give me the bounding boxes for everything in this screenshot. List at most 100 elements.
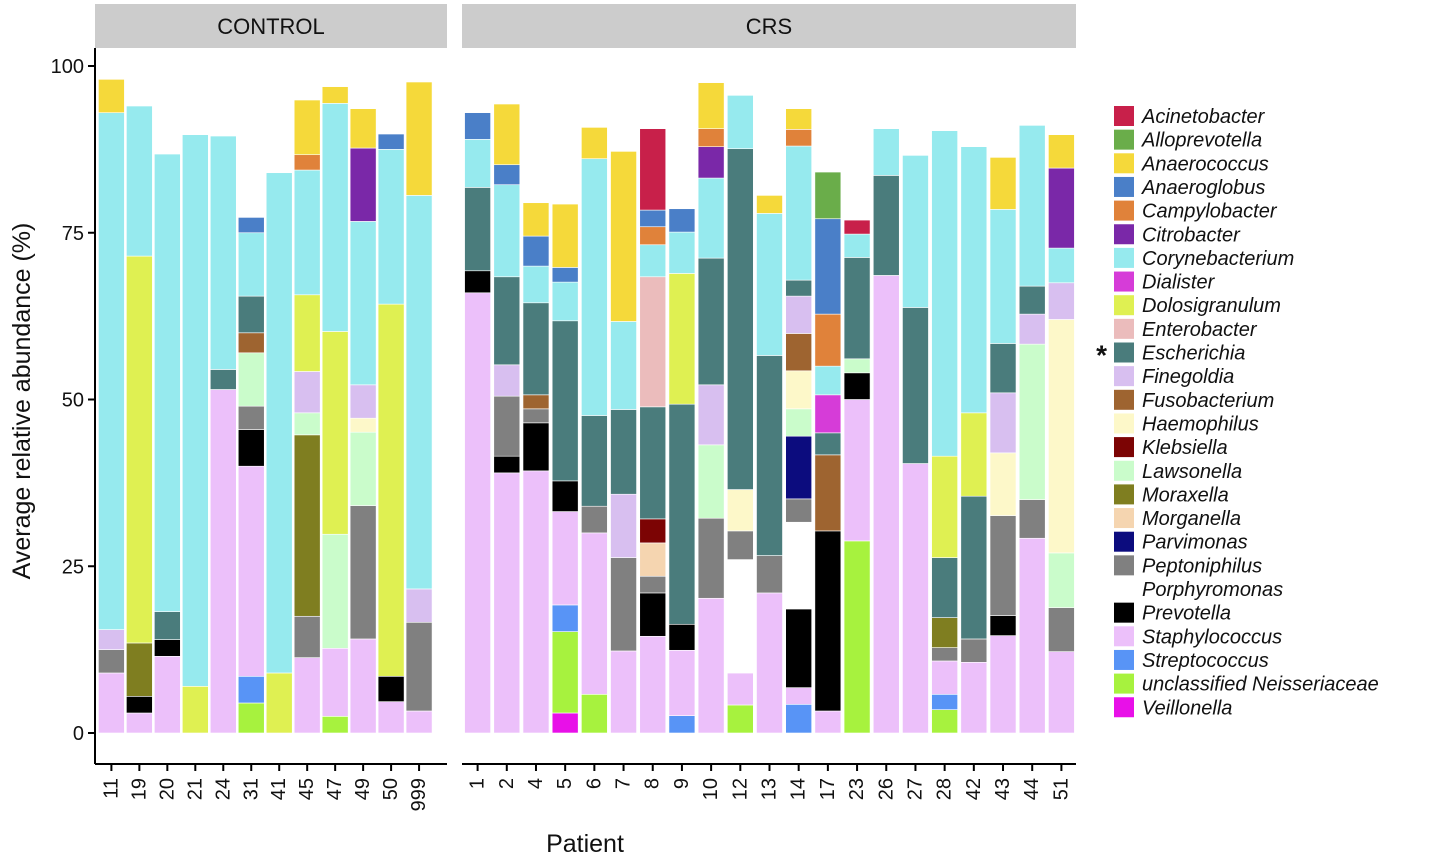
bar-segment-finegoldia: [493, 364, 521, 397]
bar-segment-corynebacterium: [464, 139, 491, 188]
bar-segment-escherichia: [551, 320, 579, 482]
legend-label: Corynebacterium: [1142, 248, 1294, 270]
bar-segment-fusobacterium: [785, 333, 812, 372]
bar-segment-anaerococcus: [1048, 134, 1075, 169]
bar-segment-prevotella: [843, 372, 871, 400]
bar-segment-staphylococcus: [551, 511, 579, 606]
bar-segment-finegoldia: [405, 588, 433, 623]
legend-swatch: [1114, 200, 1134, 221]
bar-segment-escherichia: [697, 257, 725, 386]
legend-item-morganella: Morganella: [1114, 508, 1241, 530]
bar-segment-porphyromonas: [727, 559, 754, 674]
legend-label: Parvimonas: [1142, 532, 1248, 554]
x-tick-label: 44: [1021, 778, 1043, 800]
bar-patient-19: [126, 105, 153, 734]
bar-segment-campylobacter: [639, 226, 667, 246]
legend-label: Staphylococcus: [1142, 626, 1282, 648]
bar-segment-acinetobacter: [639, 128, 667, 211]
legend-swatch: [1114, 673, 1134, 694]
x-tick-label: 4: [525, 778, 547, 789]
bar-segment-peptoniphilus: [785, 498, 812, 523]
x-tick-label: 24: [212, 778, 234, 800]
legend-label: Peptoniphilus: [1142, 555, 1262, 577]
bar-segment-corynebacterium: [405, 195, 433, 590]
bar-segment-corynebacterium: [209, 135, 237, 370]
bar-segment-escherichia: [756, 355, 783, 556]
bar-segment-corynebacterium: [727, 95, 754, 150]
bar-segment-moraxella: [126, 642, 153, 697]
x-tick-label: 13: [759, 778, 781, 800]
bar-patient-10: [697, 82, 725, 734]
bar-patient-1: [464, 112, 491, 734]
x-tick-label: 47: [324, 778, 346, 800]
bar-segment-escherichia: [464, 187, 491, 272]
bar-segment-staphylococcus: [493, 472, 521, 734]
bar-segment-streptococcus: [668, 715, 696, 734]
bar-segment-escherichia: [872, 175, 900, 276]
x-tick-label: 26: [875, 778, 897, 800]
bar-segment-anaerococcus: [610, 151, 637, 322]
bar-segment-dolosigranulum: [377, 303, 405, 677]
bar-segment-lawsonella: [293, 412, 321, 436]
bar-segment-escherichia: [727, 148, 754, 490]
x-tick-label: 50: [380, 778, 402, 800]
bar-segment-escherichia: [668, 403, 696, 625]
legend-item-citrobacter: Citrobacter: [1114, 224, 1241, 246]
bar-segment-corynebacterium: [1048, 247, 1075, 284]
bar-segment-peptoniphilus: [931, 647, 958, 662]
bar-segment-prevotella: [639, 592, 667, 637]
bar-segment-staphylococcus: [1018, 537, 1046, 734]
bar-segment-moraxella: [931, 617, 958, 648]
legend-item-anaeroglobus: Anaeroglobus: [1114, 176, 1265, 199]
legend-label: Alloprevotella: [1141, 130, 1262, 152]
bar-segment-escherichia: [931, 557, 958, 618]
bar-patient-12: [727, 95, 754, 734]
bar-segment-dolosigranulum: [931, 455, 958, 558]
bar-segment-moraxella: [293, 434, 321, 617]
legend-swatch: [1114, 295, 1134, 316]
bar-segment-anaeroglobus: [237, 217, 265, 234]
bar-segment-klebsiella: [639, 518, 667, 544]
bar-segment-staphylococcus: [237, 465, 265, 677]
bar-segment-staphylococcus: [902, 463, 929, 734]
legend-item-finegoldia: Finegoldia: [1114, 366, 1234, 388]
bar-segment-prevotella: [154, 639, 181, 657]
x-tick-label: 12: [729, 778, 751, 800]
x-tick-label: 1: [467, 778, 489, 789]
legend-label: Moraxella: [1142, 484, 1229, 506]
legend-label: Anaeroglobus: [1141, 177, 1265, 199]
bar-segment-staphylococcus: [209, 389, 237, 734]
bar-patient-6: [581, 127, 608, 734]
bar-segment-escherichia: [989, 343, 1017, 394]
bar-patient-13: [756, 195, 783, 734]
bar-segment-corynebacterium: [639, 244, 667, 278]
bar-segment-alloprevotella: [814, 171, 842, 220]
bar-patient-50: [377, 133, 405, 734]
bar-segment-finegoldia: [349, 384, 377, 419]
bar-patient-45: [293, 99, 321, 734]
bar-segment-staphylococcus: [154, 655, 181, 734]
bar-segment-escherichia: [814, 432, 842, 456]
bar-segment-staphylococcus: [321, 647, 349, 717]
bar-segment-citrobacter: [349, 147, 377, 222]
bar-segment-staphylococcus: [405, 710, 433, 734]
bar-segment-prevotella: [464, 270, 491, 294]
legend-swatch: [1114, 389, 1134, 410]
legend-swatch: [1114, 697, 1134, 718]
legend-label: Acinetobacter: [1141, 106, 1266, 128]
bar-segment-porphyromonas: [785, 521, 812, 610]
bar-segment-staphylococcus: [872, 275, 900, 734]
bar-segment-enterobacter: [639, 276, 667, 408]
bar-segment-anaerococcus: [697, 82, 725, 129]
bar-segment-lawsonella: [1048, 552, 1075, 608]
bar-segment-escherichia: [785, 279, 812, 297]
axes: 11 19 20 21 24 31 41 45 47 49 50 999 1 2 4 5 6 7 8 9 10 12 13 1…: [51, 48, 1076, 811]
bar-segment-anaerococcus: [522, 202, 550, 237]
bar-segment-haemophilus: [1048, 319, 1075, 554]
bar-segment-escherichia: [493, 276, 521, 366]
legend-item-campylobacter: Campylobacter: [1114, 200, 1278, 223]
bar-segment-corynebacterium: [522, 265, 550, 304]
legend-swatch: [1114, 460, 1134, 481]
bar-segment-prevotella: [126, 696, 153, 714]
bar-segment-veillonella: [551, 712, 579, 734]
